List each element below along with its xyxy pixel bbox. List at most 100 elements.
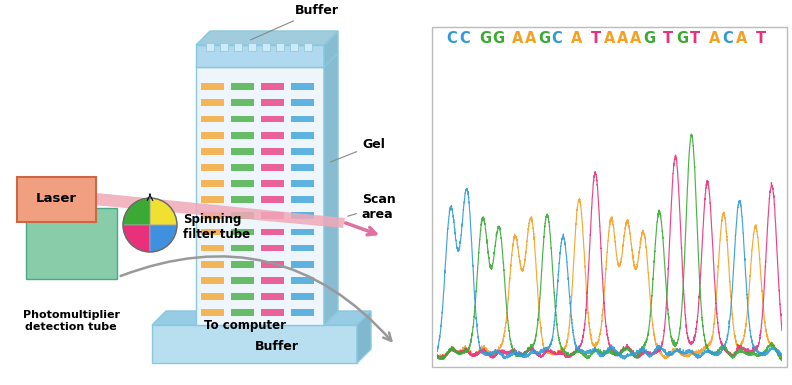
Bar — [201, 99, 224, 106]
Bar — [291, 213, 314, 219]
Polygon shape — [93, 193, 345, 228]
Bar — [231, 196, 254, 203]
Bar — [261, 84, 284, 90]
Text: G: G — [539, 31, 550, 46]
Bar — [231, 277, 254, 284]
Bar — [291, 196, 314, 203]
Bar — [261, 132, 284, 139]
Text: A: A — [617, 31, 629, 46]
Text: T: T — [664, 31, 673, 46]
Bar — [261, 99, 284, 106]
Bar — [201, 164, 224, 171]
Bar — [201, 213, 224, 219]
Bar — [248, 43, 256, 51]
Bar — [201, 261, 224, 268]
Bar — [291, 293, 314, 300]
Bar — [231, 213, 254, 219]
Text: C: C — [446, 31, 457, 46]
Bar — [291, 148, 314, 155]
Text: Buffer: Buffer — [250, 4, 339, 40]
Bar — [291, 277, 314, 284]
Bar — [291, 229, 314, 235]
Bar — [201, 309, 224, 316]
Text: G: G — [479, 31, 491, 46]
Bar — [261, 229, 284, 235]
Bar — [201, 293, 224, 300]
Wedge shape — [150, 225, 177, 252]
Bar — [291, 245, 314, 251]
Bar — [304, 43, 312, 51]
Text: C: C — [722, 31, 733, 46]
Bar — [432, 27, 787, 367]
Bar — [261, 293, 284, 300]
Bar — [261, 309, 284, 316]
Bar — [291, 180, 314, 187]
Bar — [291, 261, 314, 268]
Text: T: T — [690, 31, 700, 46]
Bar — [201, 229, 224, 235]
Text: G: G — [644, 31, 656, 46]
Bar — [261, 261, 284, 268]
Bar — [201, 116, 224, 122]
Text: Spinning
filter tube: Spinning filter tube — [183, 213, 250, 241]
Text: A: A — [604, 31, 615, 46]
Wedge shape — [123, 225, 150, 252]
Text: Buffer: Buffer — [255, 340, 299, 353]
Text: A: A — [512, 31, 524, 46]
Text: C: C — [551, 31, 562, 46]
Bar — [261, 196, 284, 203]
Bar — [231, 245, 254, 251]
Bar — [201, 245, 224, 251]
Bar — [261, 148, 284, 155]
Bar — [291, 132, 314, 139]
Bar — [201, 277, 224, 284]
Bar — [291, 309, 314, 316]
Bar — [206, 43, 214, 51]
Bar — [231, 116, 254, 122]
Text: Gel: Gel — [330, 139, 385, 162]
Bar — [201, 132, 224, 139]
Bar — [231, 84, 254, 90]
Bar — [231, 293, 254, 300]
Bar — [291, 84, 314, 90]
Bar — [220, 43, 228, 51]
Bar — [196, 45, 324, 67]
Bar — [291, 164, 314, 171]
Bar — [262, 43, 270, 51]
Text: To computer: To computer — [204, 318, 286, 331]
Bar — [231, 99, 254, 106]
Bar — [261, 245, 284, 251]
Polygon shape — [152, 311, 371, 325]
Bar — [201, 148, 224, 155]
Polygon shape — [126, 211, 153, 227]
Bar — [291, 116, 314, 122]
FancyBboxPatch shape — [25, 208, 116, 278]
Bar — [290, 43, 298, 51]
Bar — [234, 43, 242, 51]
Text: Scan
area: Scan area — [348, 193, 396, 221]
Bar — [231, 229, 254, 235]
Wedge shape — [123, 198, 150, 225]
Bar — [276, 43, 284, 51]
Polygon shape — [324, 53, 338, 325]
Bar — [196, 67, 324, 325]
Bar — [48, 259, 82, 277]
FancyBboxPatch shape — [17, 176, 96, 221]
Text: G: G — [676, 31, 688, 46]
Text: T: T — [591, 31, 601, 46]
Bar — [231, 148, 254, 155]
Polygon shape — [196, 53, 338, 67]
Bar — [231, 132, 254, 139]
Text: C: C — [459, 31, 470, 46]
Bar — [261, 116, 284, 122]
Bar — [231, 164, 254, 171]
Bar — [261, 180, 284, 187]
Bar — [261, 277, 284, 284]
Text: A: A — [525, 31, 536, 46]
Bar — [231, 309, 254, 316]
Bar — [291, 99, 314, 106]
Text: A: A — [630, 31, 642, 46]
Bar — [231, 261, 254, 268]
Bar — [201, 84, 224, 90]
Wedge shape — [150, 198, 177, 225]
